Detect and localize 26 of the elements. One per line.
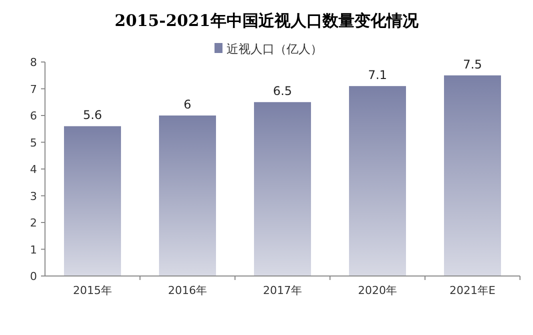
y-tick-label: 4	[30, 163, 37, 176]
chart-title: 2015-2021年中国近视人口数量变化情况	[114, 11, 420, 30]
y-tick-label: 8	[30, 56, 37, 69]
x-tick-label: 2021年E	[450, 284, 496, 297]
x-tick-label: 2017年	[263, 284, 302, 297]
data-label: 6.5	[272, 84, 292, 98]
y-tick-label: 5	[30, 136, 37, 150]
bar	[254, 102, 311, 276]
data-label: 7.1	[368, 68, 388, 82]
x-tick-label: 2020年	[358, 284, 397, 297]
x-tick-label: 2015年	[73, 284, 112, 297]
y-tick-label: 0	[30, 270, 37, 283]
y-tick-label: 1	[30, 243, 37, 256]
y-tick-label: 6	[30, 110, 37, 122]
y-tick-label: 2	[30, 216, 37, 230]
bar	[444, 75, 501, 276]
data-label: 5.6	[82, 108, 102, 122]
y-tick-label: 3	[30, 190, 37, 203]
data-label: 6	[184, 98, 192, 112]
x-tick-label: 2016年	[168, 284, 207, 297]
data-label: 7.5	[462, 57, 482, 72]
bar	[64, 126, 121, 276]
bar	[349, 86, 406, 276]
bar	[159, 116, 216, 276]
legend-label: 近视人口（亿人）	[226, 42, 322, 56]
y-tick-label: 7	[30, 82, 37, 96]
